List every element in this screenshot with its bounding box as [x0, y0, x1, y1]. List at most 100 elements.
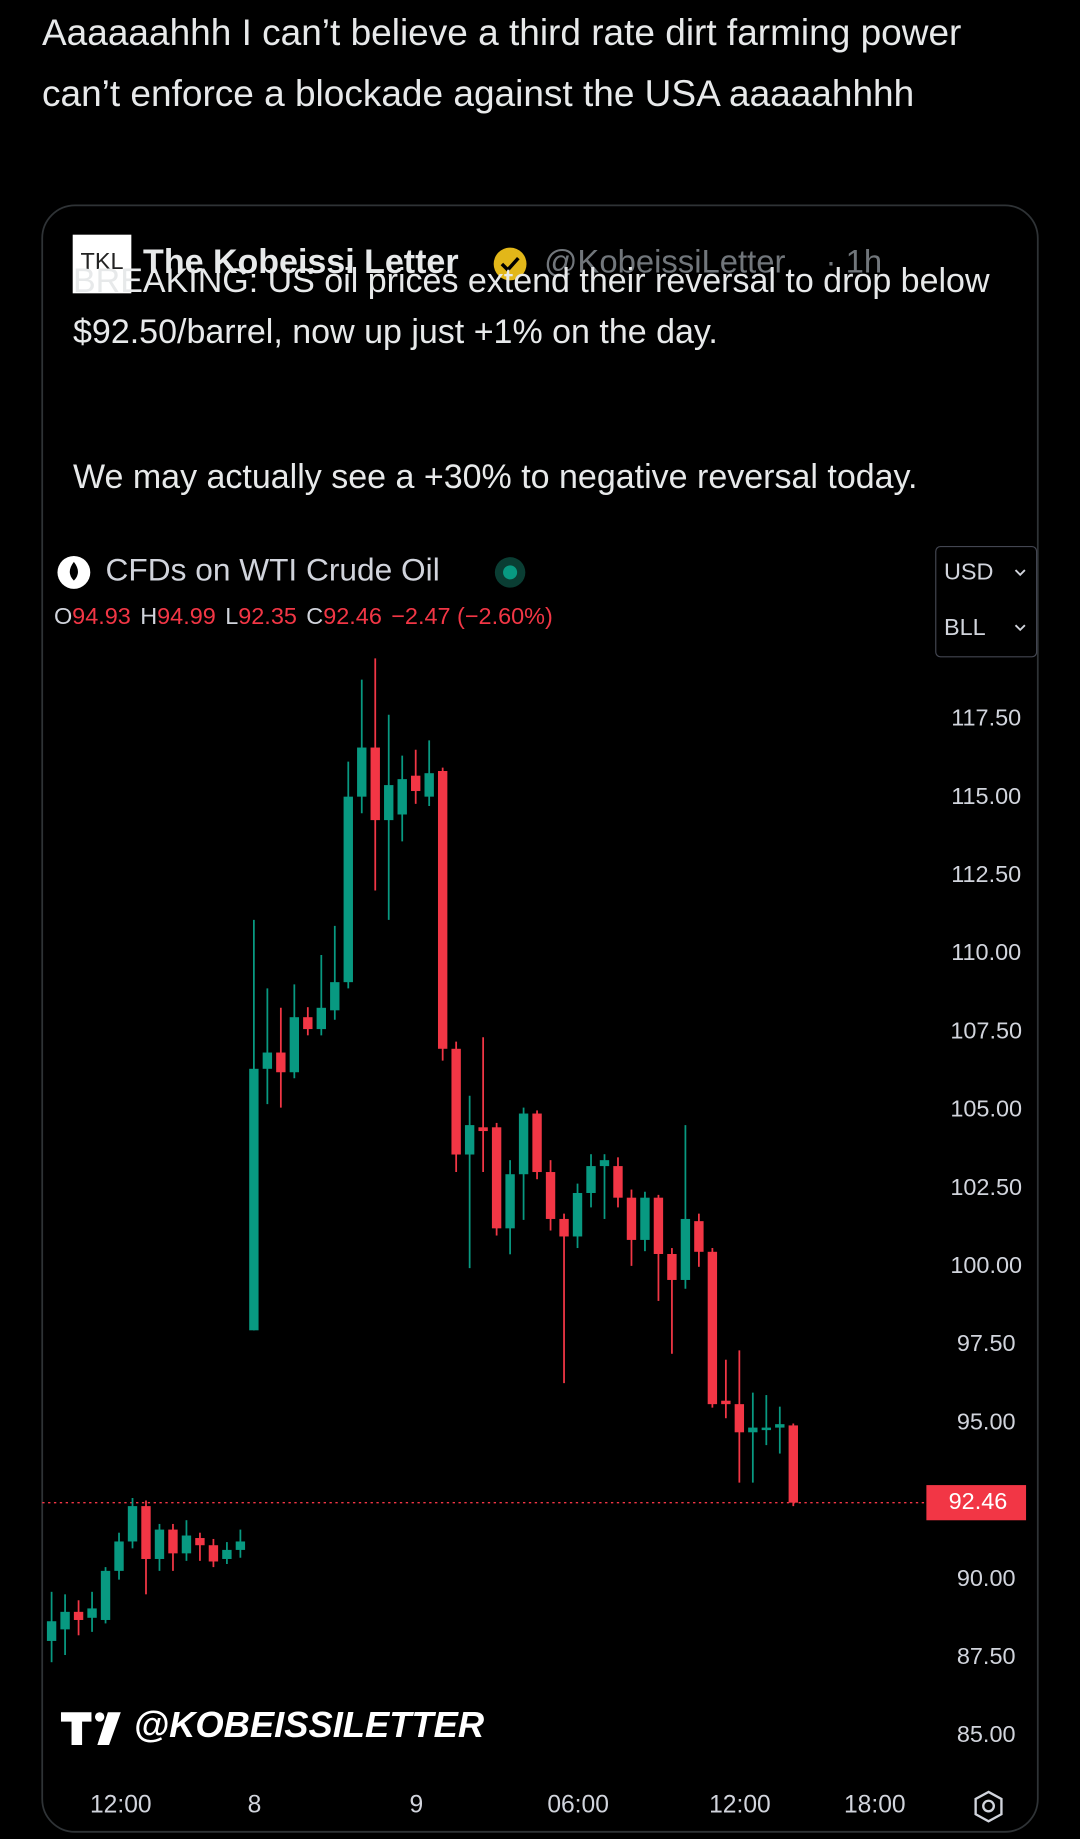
post-text: Aaaaaahhh I can’t believe a third rate d…	[42, 12, 962, 114]
candle-body	[734, 1404, 745, 1433]
x-tick-label: 06:00	[547, 1792, 609, 1819]
logo-box	[72, 234, 132, 294]
y-tick-label: 117.50	[951, 705, 1021, 731]
candle-body	[249, 1068, 259, 1331]
candle-body	[73, 1611, 84, 1620]
status-dot	[503, 565, 518, 580]
candle-body	[141, 1506, 151, 1559]
quote-paragraph: BREAKING: US oil prices extend their rev…	[73, 262, 990, 351]
y-tick-label: 85.00	[957, 1721, 1016, 1747]
ohlc-legend: O94.93 H94.99 L92.35 C92.46 −2.47 (−2.60%)	[54, 603, 553, 629]
candle-body	[168, 1529, 178, 1554]
candle-body	[303, 1017, 313, 1030]
candle-body	[464, 1125, 475, 1155]
legend-value: 94.99	[157, 603, 216, 629]
candle-body	[680, 1218, 691, 1280]
y-tick-label: 115.00	[951, 783, 1021, 809]
candle-body	[653, 1197, 664, 1254]
candle-body	[114, 1541, 124, 1571]
candle-body	[451, 1048, 461, 1155]
candle-body	[586, 1166, 596, 1193]
candle-body	[545, 1172, 556, 1219]
candle-body	[411, 775, 421, 792]
candle-body	[572, 1192, 583, 1237]
candle-body	[775, 1424, 785, 1428]
logo-text: TKL	[81, 248, 124, 274]
legend-label: C	[306, 603, 323, 629]
candle-body	[100, 1570, 111, 1620]
candle-body	[262, 1052, 273, 1069]
unit-box	[935, 546, 1038, 658]
candle-body	[316, 1007, 326, 1030]
settings-icon[interactable]	[974, 1790, 1003, 1823]
unit[interactable]: BLL	[944, 614, 986, 640]
tv-logo	[60, 1712, 121, 1746]
symbol-name: CFDs on WTI Crude Oil	[106, 552, 440, 588]
candle-body	[559, 1218, 569, 1237]
candle-body	[721, 1400, 731, 1405]
candle-body	[748, 1427, 758, 1433]
y-tick-label: 110.00	[951, 939, 1021, 965]
last-price-label: 92.46	[949, 1488, 1008, 1514]
legend-value: 94.93	[72, 603, 131, 629]
watermark: @KOBEISSILETTER	[134, 1704, 484, 1745]
candle-body	[289, 1017, 300, 1073]
y-tick-label: 97.50	[957, 1330, 1016, 1356]
candle-body	[788, 1425, 798, 1503]
candle-body	[532, 1113, 542, 1173]
candle-body	[370, 747, 380, 821]
legend-change: −2.47 (−2.60%)	[391, 603, 553, 629]
candle-body	[667, 1253, 677, 1280]
candle-body	[397, 779, 407, 815]
x-tick-label: 12:00	[90, 1792, 152, 1819]
y-tick-label: 107.50	[950, 1017, 1022, 1043]
legend-label: L	[225, 603, 238, 629]
candle-body	[343, 796, 353, 983]
candle-body	[330, 982, 340, 1011]
legend-label: O	[54, 603, 72, 629]
y-tick-label: 105.00	[950, 1096, 1022, 1122]
candle-body	[384, 785, 394, 821]
y-tick-label: 112.50	[951, 861, 1021, 887]
candle-body	[505, 1174, 515, 1229]
candle-body	[491, 1127, 502, 1229]
symbol-icon	[57, 555, 91, 589]
dropdown-arrows	[1014, 569, 1026, 632]
candle-body	[195, 1538, 205, 1546]
candle-body	[60, 1611, 70, 1630]
candle-body	[599, 1160, 610, 1167]
x-tick-label: 8	[248, 1792, 262, 1819]
x-tick-label: 9	[409, 1792, 423, 1819]
legend-value: 92.35	[238, 603, 297, 629]
candle-body	[640, 1197, 650, 1240]
candle-body	[707, 1251, 718, 1405]
post-time[interactable]: · 1h	[826, 243, 883, 280]
candle-body	[181, 1535, 192, 1554]
legend-label: H	[140, 603, 157, 629]
y-tick-label: 90.00	[957, 1565, 1016, 1591]
candle-body	[437, 771, 448, 1049]
candle-body	[424, 773, 434, 797]
candle-body	[613, 1166, 623, 1198]
candle-body	[127, 1506, 138, 1542]
author-handle[interactable]: @KobeissiLetter	[544, 243, 785, 280]
verified-badge	[493, 247, 527, 281]
candle-body	[518, 1113, 529, 1175]
candle-body	[222, 1549, 232, 1559]
card-border	[41, 204, 1039, 1833]
candle-body	[761, 1427, 772, 1431]
candle-body	[478, 1127, 488, 1132]
candle-body	[694, 1221, 704, 1252]
x-tick-label: 12:00	[709, 1792, 771, 1819]
candle-body	[87, 1608, 97, 1618]
author-name[interactable]: The Kobeissi Letter	[143, 243, 459, 281]
legend-value: 92.46	[323, 603, 382, 629]
candle-body	[46, 1621, 57, 1641]
currency[interactable]: USD	[944, 559, 993, 585]
x-tick-label: 18:00	[844, 1792, 906, 1819]
last-price-box	[926, 1485, 1027, 1521]
candle-body	[357, 747, 367, 797]
quote-paragraph: We may actually see a +30% to negative r…	[73, 458, 918, 496]
